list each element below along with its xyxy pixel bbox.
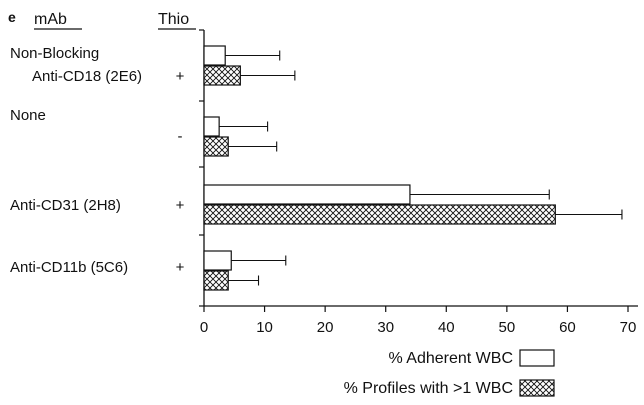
legend-swatch-adherent xyxy=(519,349,555,367)
x-tick-label: 0 xyxy=(200,319,208,336)
bar-profiles-wbc xyxy=(203,270,229,291)
panel-label: e xyxy=(8,9,16,25)
x-axis-ticks: 0 10 20 30 40 50 60 70 xyxy=(200,306,637,336)
category-label: Non-Blocking xyxy=(10,45,99,62)
plot-axes xyxy=(199,29,638,307)
category-label: Anti-CD11b (5C6) xyxy=(10,259,128,276)
bar-marks xyxy=(203,45,623,291)
legend-label-adherent: % Adherent WBC xyxy=(389,350,514,367)
thio-sign: + xyxy=(176,68,185,85)
x-tick-label: 50 xyxy=(499,319,516,336)
bar-profiles-wbc xyxy=(203,204,556,225)
bar-adherent-wbc xyxy=(203,116,220,137)
category-label: Anti-CD31 (2H8) xyxy=(10,197,121,214)
x-tick-label: 40 xyxy=(438,319,455,336)
legend-swatch-profiles xyxy=(519,379,555,397)
x-tick-label: 10 xyxy=(256,319,273,336)
thio-sign: - xyxy=(178,128,183,145)
thio-sign: + xyxy=(176,197,185,214)
bar-profiles-wbc xyxy=(203,65,241,86)
thio-sign: + xyxy=(176,259,185,276)
legend: % Adherent WBC % Profiles with >1 WBC xyxy=(344,349,555,397)
category-labels: Non-Blocking Anti-CD18 (2E6) + None - Anti-CD… xyxy=(10,45,185,276)
category-label: Anti-CD18 (2E6) xyxy=(32,68,142,85)
bar-adherent-wbc xyxy=(203,45,226,66)
bar-adherent-wbc xyxy=(203,184,411,205)
bar-adherent-wbc xyxy=(203,250,232,271)
legend-label-profiles: % Profiles with >1 WBC xyxy=(344,380,513,397)
x-tick-label: 30 xyxy=(377,319,394,336)
category-label: None xyxy=(10,107,46,124)
x-tick-label: 70 xyxy=(620,319,637,336)
bar-profiles-wbc xyxy=(203,136,229,157)
thio-column-header: Thio xyxy=(158,11,189,28)
x-tick-label: 60 xyxy=(559,319,576,336)
mab-column-header: mAb xyxy=(34,11,67,28)
x-tick-label: 20 xyxy=(317,319,334,336)
